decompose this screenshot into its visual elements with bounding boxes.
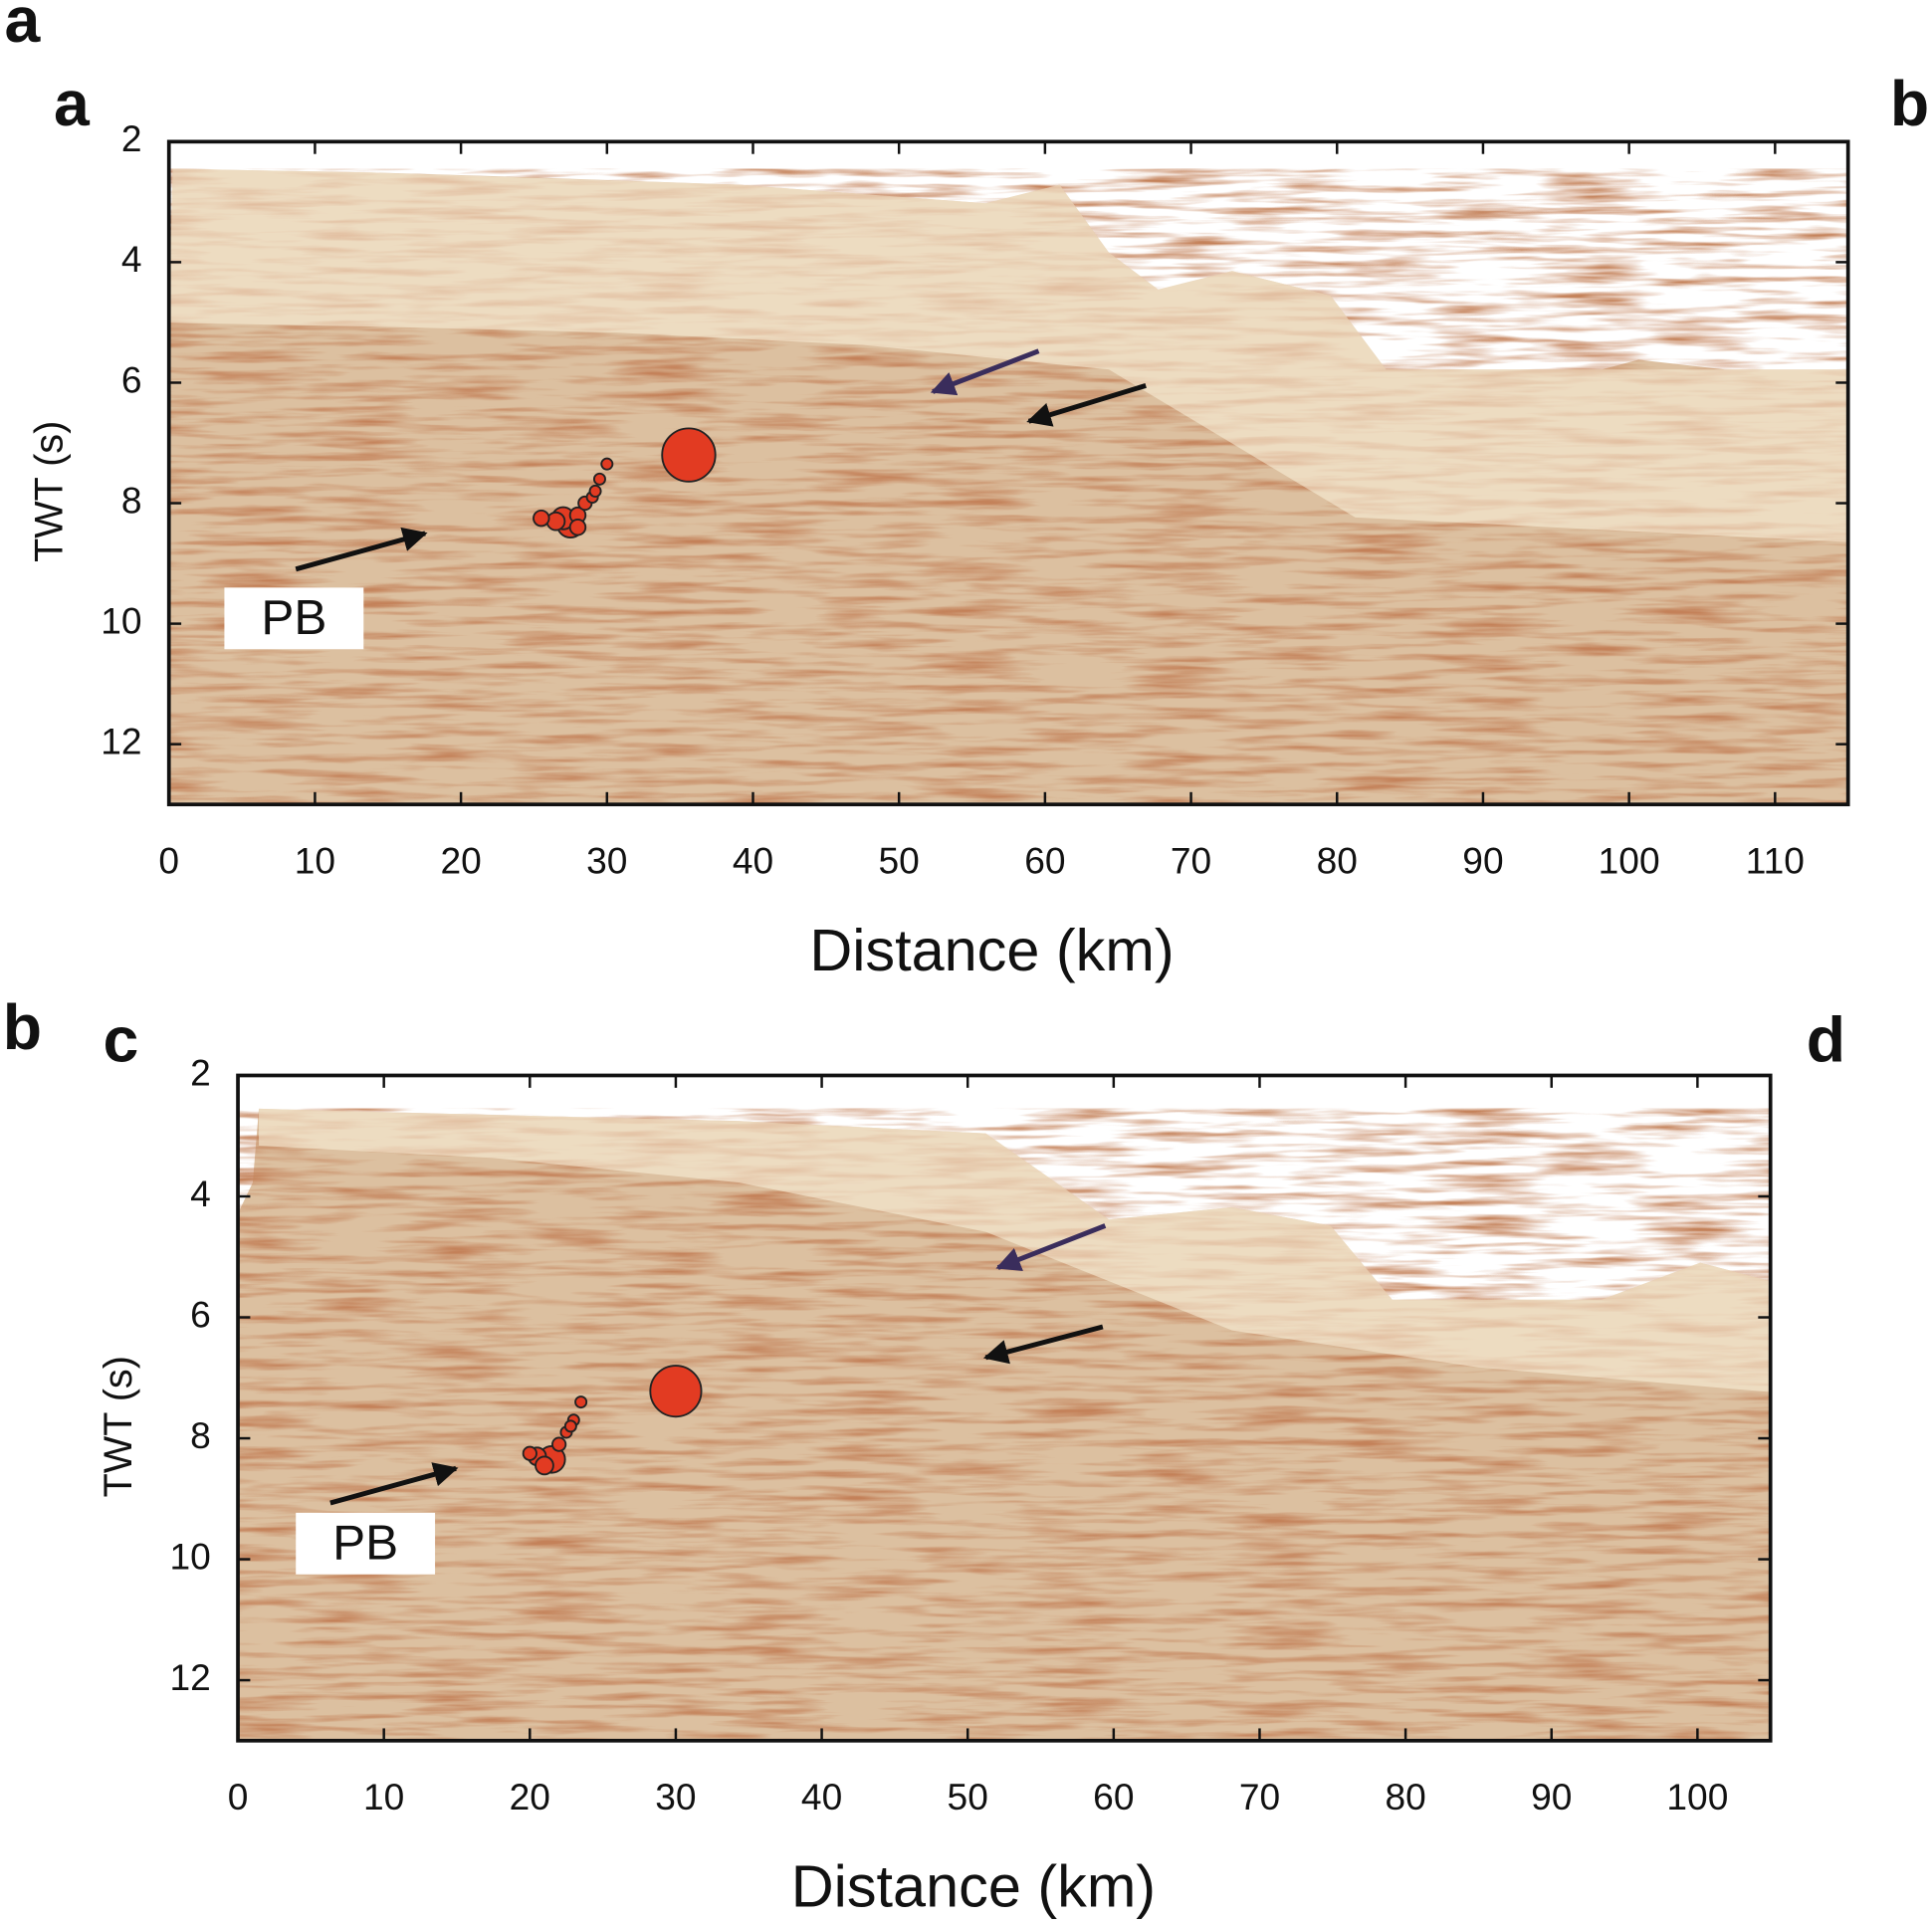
x-tick-label: 90 [1531,1776,1572,1817]
x-tick-label: 50 [879,839,920,881]
annotation-box [296,1512,436,1575]
x-axis-title: Distance (km) [809,917,1174,983]
hypocenter [533,509,550,528]
x-tick-label: 30 [655,1776,696,1817]
x-tick-label: 0 [158,839,179,881]
hypocenter [588,484,602,498]
hypocenter [522,1445,537,1461]
y-tick-label: 10 [101,599,141,641]
x-tick-label: 100 [1666,1776,1728,1817]
y-tick-label: 2 [121,117,142,159]
arrow [295,527,428,572]
x-tick-label: 30 [586,839,627,881]
sediment-band [168,168,1848,542]
y-tick-label: 4 [121,238,142,280]
x-tick-label: 100 [1599,839,1660,881]
x-tick-label: 70 [1171,839,1211,881]
x-tick-label: 10 [295,839,335,881]
x-tick-label: 110 [1746,839,1805,881]
y-axis-title: TWT (s) [97,1356,140,1497]
hypocenter [545,511,566,532]
x-tick-label: 10 [363,1776,404,1817]
y-tick-label: 2 [190,1051,211,1093]
arrow [329,1462,459,1506]
hypocenter [649,1365,703,1418]
arrow [982,1324,1104,1365]
y-tick-label: 4 [190,1173,211,1214]
x-tick-label: 40 [801,1776,842,1817]
x-tick-label: 90 [1462,839,1503,881]
y-tick-label: 10 [170,1535,211,1577]
x-tick-label: 80 [1317,839,1358,881]
seismic-texture [238,1108,1771,1741]
x-tick-label: 0 [228,1776,249,1817]
x-tick-label: 20 [510,1776,550,1817]
x-tick-label: 60 [1093,1776,1134,1817]
hypocenter [592,472,606,486]
hypocenter [568,519,587,536]
hypocenter [551,1436,567,1452]
panel-label: a [54,68,91,139]
x-tick-label: 70 [1239,1776,1280,1817]
plot-frame [236,1073,1773,1743]
hypocenter [600,457,614,471]
x-tick-label: 80 [1385,1776,1425,1817]
y-tick-label: 8 [121,479,142,521]
arrow [995,1223,1107,1271]
annotation: PB [332,1515,398,1570]
y-tick-label: 12 [101,720,141,761]
x-tick-label: 40 [733,839,773,881]
panel-label: d [1807,1004,1845,1076]
x-tick-label: 60 [1024,839,1065,881]
panel-label: b [1890,68,1929,139]
plot-frame [166,139,1850,807]
annotation-box [224,587,364,650]
x-axis-title: Distance (km) [791,1853,1156,1920]
annotation: PB [261,590,326,645]
panel-label: c [104,1004,139,1076]
arrow [1026,383,1147,427]
x-tick-label: 20 [440,839,481,881]
sediment-band [259,1108,1771,1392]
y-tick-label: 12 [170,1656,211,1698]
hypocenter [563,1419,577,1433]
y-tick-label: 6 [121,358,142,400]
hypocenter [574,1395,588,1409]
figure-label: b [3,991,42,1063]
hypocenter [661,427,717,483]
hypocenter [535,1455,554,1476]
arrow [930,348,1040,396]
figure-label: a [5,0,42,56]
y-tick-label: 6 [190,1293,211,1335]
x-tick-label: 50 [948,1776,988,1817]
y-axis-title: TWT (s) [28,421,72,562]
y-tick-label: 8 [190,1414,211,1456]
